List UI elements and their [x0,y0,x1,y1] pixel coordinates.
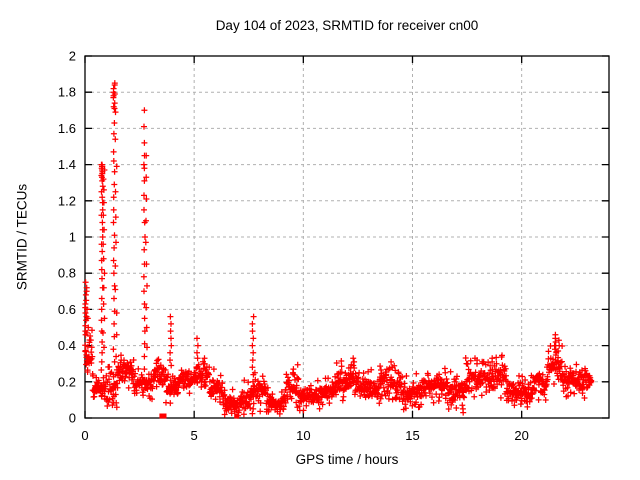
svg-text:15: 15 [405,428,419,443]
svg-text:0.8: 0.8 [58,266,76,281]
svg-text:1.4: 1.4 [58,157,76,172]
x-axis-title: GPS time / hours [295,452,399,467]
svg-text:5: 5 [191,428,198,443]
svg-text:0.6: 0.6 [58,302,76,317]
svg-text:20: 20 [514,428,528,443]
svg-text:1.6: 1.6 [58,121,76,136]
svg-text:0: 0 [81,428,88,443]
svg-text:1.8: 1.8 [58,85,76,100]
svg-text:0.4: 0.4 [58,338,76,353]
svg-text:10: 10 [296,428,310,443]
svg-text:2: 2 [69,49,76,64]
svg-text:1: 1 [69,230,76,245]
svg-text:1.2: 1.2 [58,193,76,208]
svg-text:0: 0 [69,411,76,426]
chart-title: Day 104 of 2023, SRMTID for receiver cn0… [215,18,479,33]
svg-text:0.2: 0.2 [58,374,76,389]
